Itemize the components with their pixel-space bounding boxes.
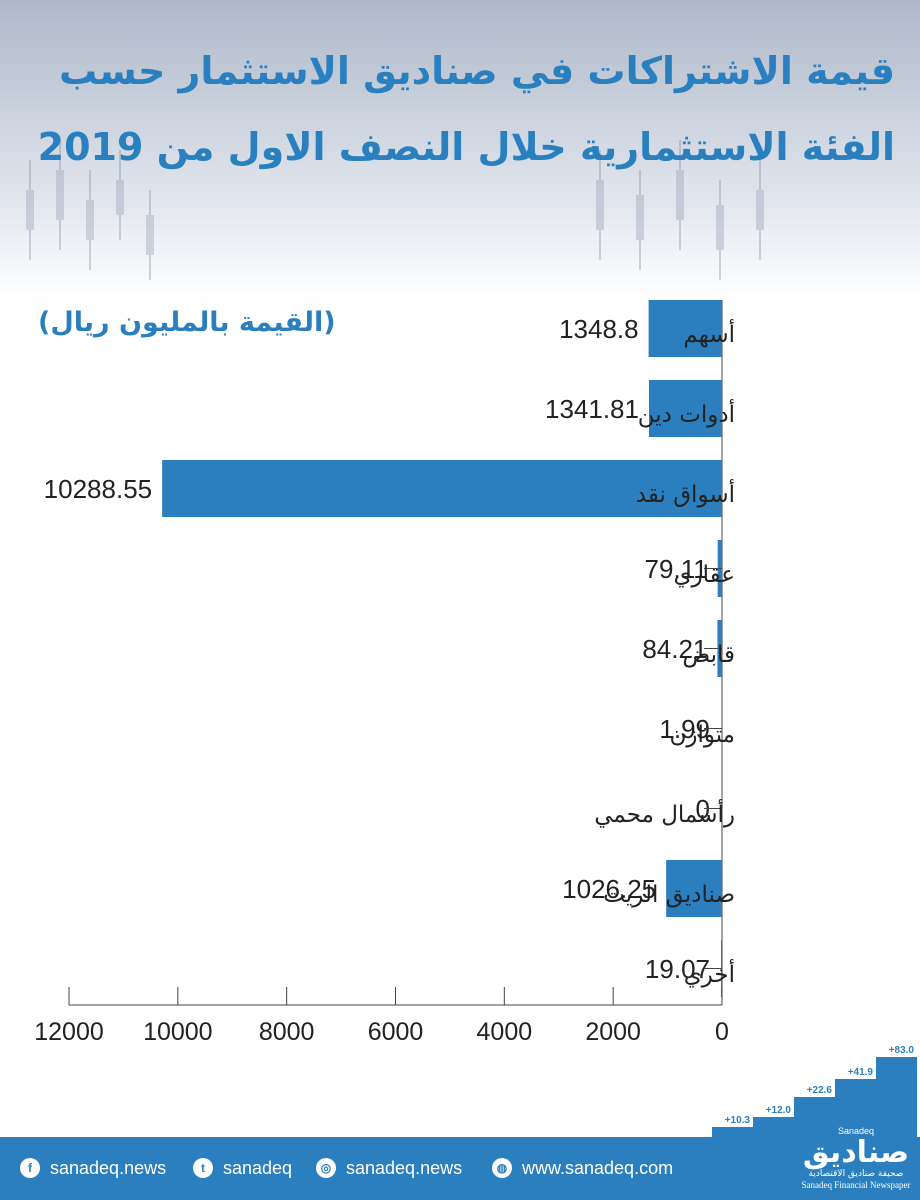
category-label: رأسمال محمي <box>594 799 735 828</box>
category-label: عقاري <box>674 562 735 588</box>
brand-logo: Sanadeq صناديق صحيفة صناديق الاقتصادية S… <box>800 1126 912 1191</box>
website-link[interactable]: ◍ www.sanadeq.com <box>492 1157 673 1179</box>
footer-bar <box>0 1137 920 1200</box>
data-label: 1026.25 <box>562 874 656 904</box>
x-tick-label: 0 <box>715 1018 729 1046</box>
data-label: 1341.81 <box>545 394 639 424</box>
x-tick-label: 12000 <box>34 1018 104 1046</box>
twitter-handle: sanadeq <box>223 1157 293 1178</box>
x-tick-label: 10000 <box>143 1018 213 1046</box>
bar <box>666 860 722 917</box>
unit-label: (القيمة بالمليون ريال) <box>38 307 336 338</box>
twitter-icon: t <box>193 1158 213 1178</box>
category-label: أسواق نقد <box>636 479 735 508</box>
x-tick-label: 6000 <box>368 1018 424 1046</box>
category-label: صناديق الريت <box>603 882 735 908</box>
instagram-handle: sanadeq.news <box>346 1157 463 1178</box>
x-tick-label: 8000 <box>259 1018 315 1046</box>
growth-step <box>753 1117 794 1137</box>
growth-step-label: +22.6 <box>807 1085 833 1096</box>
bar <box>648 300 722 357</box>
category-label: متوازن <box>669 722 735 748</box>
brand-english-subtitle: Sanadeq Financial Newspaper <box>801 1179 911 1190</box>
growth-steps-decoration: +10.3 +12.0 +22.6 +41.9 +83.0 <box>712 1045 917 1137</box>
data-label: 10288.55 <box>44 474 152 504</box>
bar <box>648 380 722 437</box>
instagram-link[interactable]: ◎ sanadeq.news <box>316 1157 462 1179</box>
data-label: 79.11 <box>645 554 708 584</box>
data-label: 84.21 <box>642 634 707 664</box>
growth-step <box>794 1097 835 1137</box>
data-label: 19.07 <box>645 954 710 984</box>
brand-arabic-subtitle: صحيفة صناديق الاقتصادية <box>808 1169 904 1179</box>
website-url: www.sanadeq.com <box>522 1157 674 1178</box>
brand-arabic-name: صناديق <box>802 1135 910 1170</box>
growth-step <box>712 1127 753 1137</box>
category-label: أخري <box>684 959 735 988</box>
growth-step-label: +83.0 <box>889 1045 915 1056</box>
data-label: 1348.8 <box>559 314 639 344</box>
growth-step-label: +12.0 <box>766 1105 792 1116</box>
data-label: 1.99 <box>659 714 710 744</box>
category-label: قابض <box>682 642 735 668</box>
facebook-handle: sanadeq.news <box>50 1157 167 1178</box>
category-label: أسهم <box>683 319 735 348</box>
twitter-link[interactable]: t sanadeq <box>193 1157 292 1179</box>
chart-title-line2: الفئة الاستثمارية خلال النصف الاول من 20… <box>37 125 895 169</box>
growth-step <box>835 1079 876 1137</box>
growth-step-label: +10.3 <box>725 1115 751 1126</box>
chart-title-line1: قيمة الاشتراكات في صناديق الاستثمار حسب <box>59 49 895 93</box>
candlestick-decoration <box>26 140 764 280</box>
growth-step-label: +41.9 <box>848 1067 874 1078</box>
facebook-link[interactable]: f sanadeq.news <box>20 1157 166 1179</box>
globe-icon: ◍ <box>492 1158 512 1178</box>
x-tick-label: 4000 <box>477 1018 533 1046</box>
x-tick-label: 2000 <box>585 1018 641 1046</box>
data-label: 0 <box>696 794 710 824</box>
instagram-icon: ◎ <box>316 1158 336 1178</box>
bar <box>162 460 722 517</box>
brand-en-top: Sanadeq <box>837 1126 875 1136</box>
header-background <box>0 0 920 300</box>
growth-step <box>876 1057 917 1137</box>
facebook-icon: f <box>20 1158 40 1178</box>
category-label: أدوات دين <box>638 399 735 428</box>
